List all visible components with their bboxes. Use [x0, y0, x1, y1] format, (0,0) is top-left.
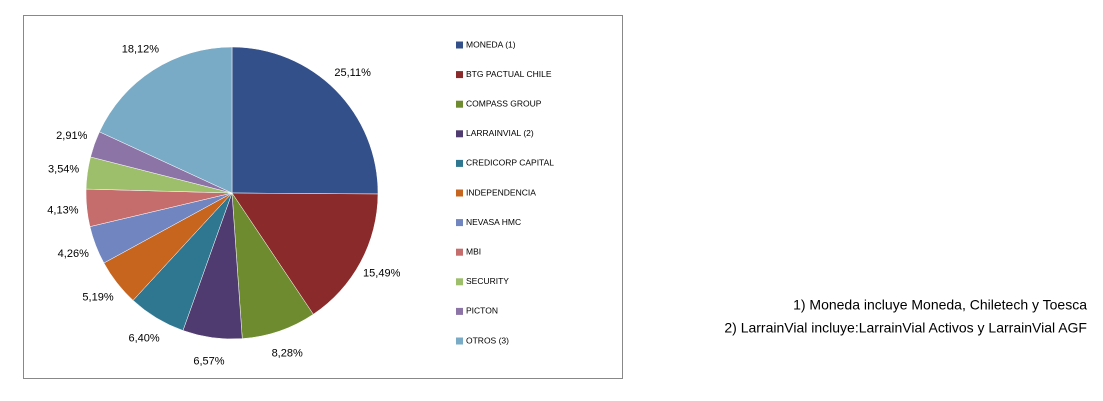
data-label: 15,49%: [363, 267, 401, 279]
data-label: 8,28%: [272, 348, 303, 360]
legend-label: SECURITY: [466, 276, 509, 286]
data-label: 4,13%: [47, 204, 78, 216]
legend-label: CREDICORP CAPITAL: [466, 158, 554, 168]
legend-label: BTG PACTUAL CHILE: [466, 69, 552, 79]
legend-swatch: [456, 41, 463, 49]
data-label: 18,12%: [122, 44, 160, 56]
legend-swatch: [456, 71, 463, 79]
pie-slice: [99, 46, 233, 194]
legend-swatch: [456, 130, 463, 138]
data-label: 3,54%: [48, 163, 79, 175]
legend-swatch: [456, 307, 463, 315]
footnote: 1) Moneda incluye Moneda, Chiletech y To…: [793, 297, 1087, 313]
legend-label: MBI: [466, 246, 481, 256]
data-label: 25,11%: [334, 67, 371, 79]
legend-label: LARRAINVIAL (2): [466, 128, 534, 138]
legend-swatch: [456, 100, 463, 108]
data-label: 5,19%: [82, 292, 113, 304]
legend-label: COMPASS GROUP: [466, 98, 542, 108]
legend-swatch: [456, 248, 463, 256]
legend-label: OTROS (3): [466, 335, 509, 345]
legend-label: INDEPENDENCIA: [466, 187, 536, 197]
data-label: 2,91%: [56, 130, 87, 142]
legend-label: PICTON: [466, 306, 498, 316]
footnote: 2) LarrainVial incluye:LarrainVial Activ…: [724, 320, 1087, 336]
legend-swatch: [456, 189, 463, 197]
data-label: 4,26%: [58, 248, 89, 260]
data-label: 6,40%: [128, 332, 159, 344]
legend-swatch: [456, 278, 463, 286]
pie-slice: [231, 192, 379, 315]
legend-label: NEVASA HMC: [466, 217, 521, 227]
data-label: 6,57%: [193, 355, 224, 367]
legend-swatch: [456, 337, 463, 345]
legend-label: MONEDA (1): [466, 39, 516, 49]
legend-swatch: [456, 159, 463, 167]
pie-slice: [231, 46, 379, 195]
legend-swatch: [456, 219, 463, 227]
